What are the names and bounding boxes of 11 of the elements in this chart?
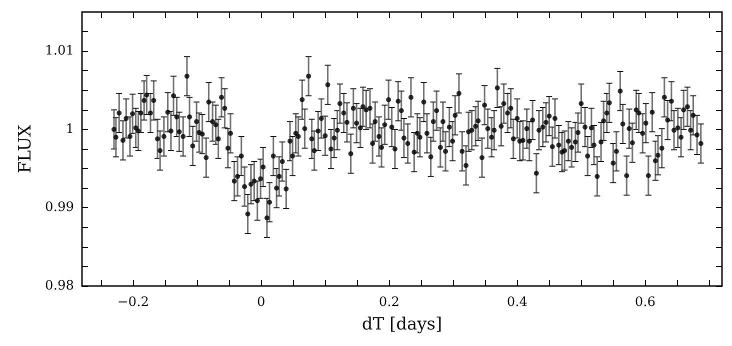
x-tick-label: 0.2 [378, 295, 400, 310]
x-tick-label: 0 [257, 295, 266, 310]
y-tick-label: 0.98 [45, 278, 74, 294]
x-tick-label: −0.2 [117, 295, 149, 310]
x-axis-title: dT [days] [362, 314, 442, 334]
y-tick-label: 1 [66, 122, 74, 137]
y-tick-label: 0.99 [45, 200, 74, 216]
y-axis-title: FLUX [16, 124, 36, 174]
y-tick-label: 1.01 [45, 44, 74, 59]
x-tick-label: 0.6 [634, 295, 656, 310]
x-tick-label: 0.4 [506, 295, 528, 310]
